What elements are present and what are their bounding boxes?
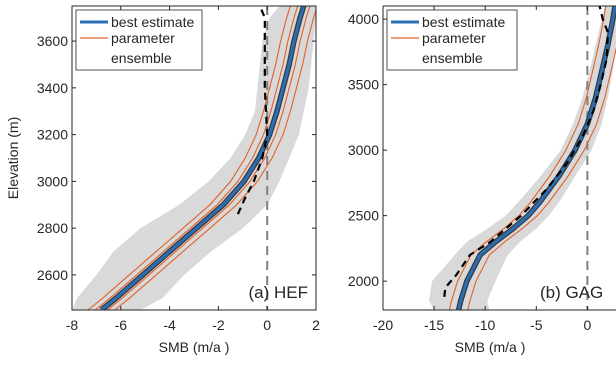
- panel-b: -20 -15 -10 -5 0 2000 2500 3000 3500 4000 SMB (m/…: [348, 5, 616, 355]
- panel-b-legend-ensemble: ensemble: [422, 50, 483, 66]
- best-estimate-line: [100, 6, 306, 310]
- parameter-line-4: [114, 8, 316, 310]
- panel-b-ticks: -20 -15 -10 -5 0 2000 2500 3000 3500 4000: [348, 6, 591, 333]
- x-tick-label: -8: [66, 317, 79, 333]
- parameter-line-3: [107, 6, 311, 310]
- x-tick-label: 2: [312, 317, 320, 333]
- panel-a-axes-box: [71, 5, 317, 311]
- panel-b-legend-parameter: parameter: [422, 30, 486, 46]
- y-tick-label: 3500: [348, 77, 379, 93]
- panel-a-legend-best-estimate: best estimate: [111, 14, 194, 30]
- x-tick-label: 0: [263, 317, 271, 333]
- best-estimate-line: [457, 6, 616, 310]
- y-tick-label: 2600: [37, 267, 68, 283]
- x-tick-label: -6: [115, 317, 128, 333]
- panel-b-legend: best estimate parameter ensemble: [386, 9, 518, 71]
- panel-b-legend-box: [386, 9, 518, 71]
- x-tick-label: -10: [475, 317, 495, 333]
- y-tick-label: 2500: [348, 208, 379, 224]
- panel-b-x-axis-label: SMB (m/a ): [455, 339, 526, 355]
- panel-a-legend-ensemble: ensemble: [111, 50, 172, 66]
- y-tick-label: 4000: [348, 11, 379, 27]
- panel-a-legend-box: [75, 9, 203, 71]
- x-tick-label: -20: [373, 317, 393, 333]
- x-tick-label: -2: [212, 317, 225, 333]
- panel-a-y-axis-label: Elevation (m): [5, 117, 21, 199]
- panel-b-plot-area: [429, 6, 616, 310]
- y-tick-label: 2800: [37, 220, 68, 236]
- y-tick-label: 3400: [37, 80, 68, 96]
- y-tick-label: 3200: [37, 127, 68, 143]
- y-tick-label: 3600: [37, 33, 68, 49]
- observed-profile-line: [443, 6, 609, 298]
- panel-b-label: (b) GAG: [540, 283, 603, 302]
- x-tick-label: 0: [583, 317, 591, 333]
- panel-a-legend-parameter: parameter: [111, 30, 175, 46]
- y-tick-label: 3000: [348, 142, 379, 158]
- panel-b-legend-best-estimate: best estimate: [422, 14, 505, 30]
- panel-a: -8 -6 -4 -2 0 2 2600 2800 3000 3200 3400 3600 SMB (…: [5, 5, 320, 355]
- panel-a-plot-area: [72, 6, 316, 310]
- x-tick-label: -5: [530, 317, 543, 333]
- panel-a-label: (a) HEF: [249, 283, 309, 302]
- y-tick-label: 2000: [348, 273, 379, 289]
- x-tick-label: -4: [163, 317, 176, 333]
- panel-a-legend: best estimate parameter ensemble: [75, 9, 203, 71]
- parameter-line-2: [94, 6, 299, 310]
- panel-a-ticks: -8 -6 -4 -2 0 2 2600 2800 3000 3200 3400 3600: [37, 6, 320, 333]
- panel-a-x-axis-label: SMB (m/a ): [159, 339, 230, 355]
- parameter-line-1: [448, 6, 607, 310]
- ensemble-band: [429, 6, 616, 310]
- observed-profile-line: [236, 6, 269, 215]
- parameter-line-2: [467, 47, 616, 310]
- x-tick-label: -15: [424, 317, 444, 333]
- y-tick-label: 3000: [37, 173, 68, 189]
- parameter-line-1: [87, 6, 291, 310]
